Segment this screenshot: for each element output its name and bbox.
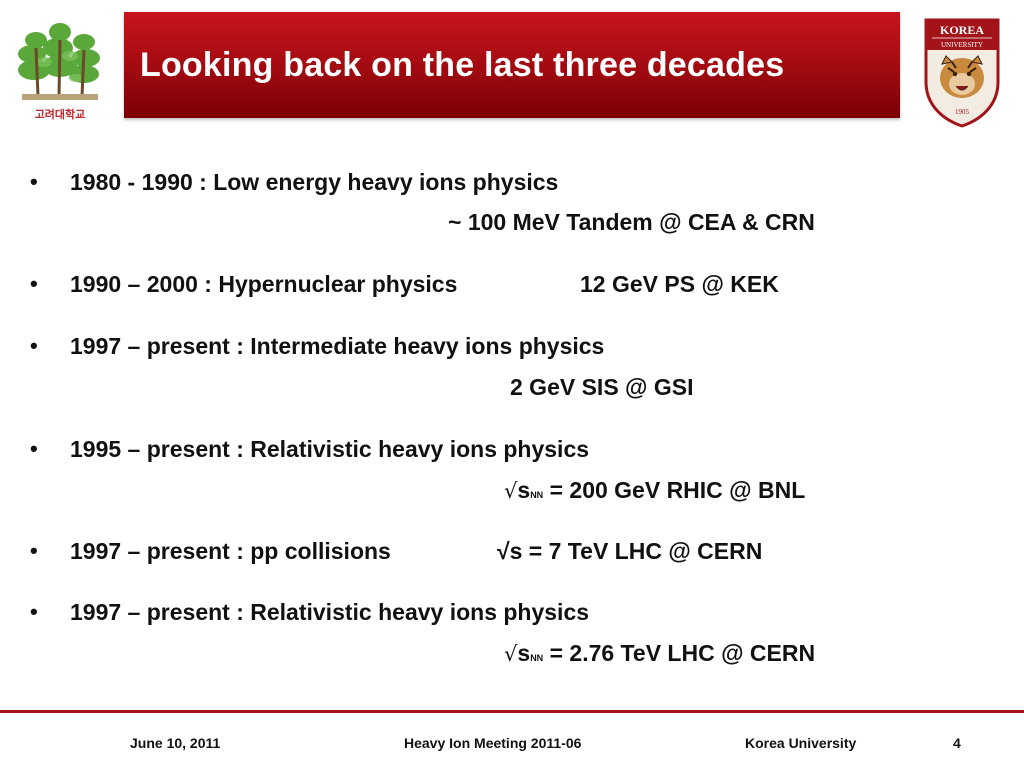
tiger-shield-logo: KOREA UNIVERSITY 1905 bbox=[922, 16, 1002, 128]
left-logo-label: 고려대학교 bbox=[34, 108, 86, 121]
sqrt-symbol: √ bbox=[504, 479, 518, 503]
right-logo-top-text: KOREA bbox=[940, 23, 984, 37]
footer-date: June 10, 2011 bbox=[130, 735, 221, 751]
tiger-head-icon bbox=[940, 55, 984, 98]
list-item-main: 1997 – present : pp collisions bbox=[70, 538, 391, 564]
right-logo-sub-text: UNIVERSITY bbox=[941, 41, 983, 49]
subscript-nn: NN bbox=[530, 653, 544, 663]
list-item-detail: √s = 7 TeV LHC @ CERN bbox=[497, 538, 763, 564]
list-item-main: 1997 – present : Intermediate heavy ions… bbox=[70, 333, 605, 359]
footer-meeting: Heavy Ion Meeting 2011-06 bbox=[404, 735, 582, 751]
list-item-detail: √sNN = 200 GeV RHIC @ BNL bbox=[504, 477, 805, 504]
list-item-main: 1990 – 2000 : Hypernuclear physics bbox=[70, 271, 458, 297]
variable-s: s bbox=[517, 477, 531, 503]
footer-org: Korea University bbox=[745, 735, 857, 751]
sqrt-symbol: √ bbox=[504, 642, 518, 666]
list-item-detail: 12 GeV PS @ KEK bbox=[580, 271, 779, 297]
bullet-marker: • bbox=[30, 599, 38, 624]
list-item-main: 1995 – present : Relativistic heavy ions… bbox=[70, 436, 590, 462]
footer-divider bbox=[0, 710, 1024, 713]
list-item-main: 1980 - 1990 : Low energy heavy ions phys… bbox=[70, 169, 559, 195]
bullet-marker: • bbox=[30, 333, 38, 358]
list-item-detail-rest: = 200 GeV RHIC @ BNL bbox=[543, 477, 806, 503]
variable-s: s bbox=[517, 640, 531, 666]
list-item-detail: ~ 100 MeV Tandem @ CEA & CRN bbox=[448, 209, 815, 235]
bullet-marker: • bbox=[30, 169, 38, 194]
pine-trees-logo: 고려대학교 bbox=[14, 18, 106, 128]
list-item-detail: 2 GeV SIS @ GSI bbox=[510, 374, 694, 400]
page-title: Looking back on the last three decades bbox=[140, 46, 785, 84]
right-logo-year: 1905 bbox=[955, 108, 970, 116]
title-banner: Looking back on the last three decades bbox=[124, 12, 900, 118]
list-item-detail-rest: = 2.76 TeV LHC @ CERN bbox=[543, 640, 816, 666]
page-number: 4 bbox=[953, 735, 961, 751]
list-item-detail: √sNN = 2.76 TeV LHC @ CERN bbox=[504, 640, 815, 667]
subscript-nn: NN bbox=[530, 490, 544, 500]
list-item-main: 1997 – present : Relativistic heavy ions… bbox=[70, 599, 590, 625]
bullet-marker: • bbox=[30, 271, 38, 296]
bullet-marker: • bbox=[30, 538, 38, 563]
bullet-marker: • bbox=[30, 436, 38, 461]
